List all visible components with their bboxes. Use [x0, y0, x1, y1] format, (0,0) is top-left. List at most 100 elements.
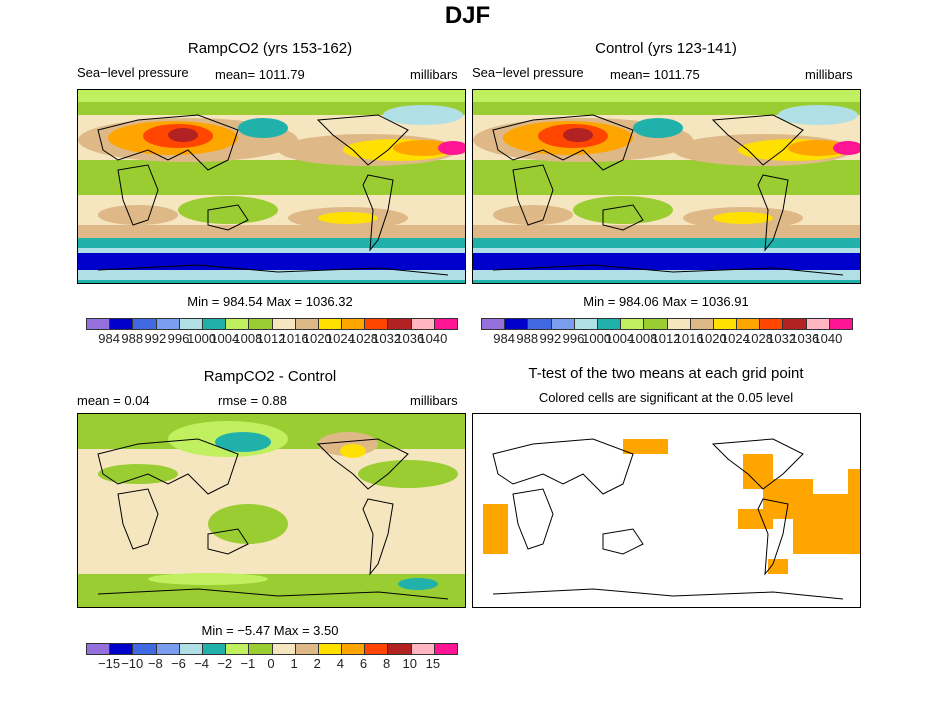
- colorbar-swatch: [806, 319, 830, 329]
- colorbar-tick-label: 0: [267, 656, 275, 671]
- colorbar-swatch: [249, 319, 273, 329]
- panel1-minmax: Min = 984.54 Max = 1036.32: [187, 294, 353, 309]
- coastline: [602, 528, 644, 555]
- colorbar-swatch: [272, 644, 296, 654]
- panel3-minmax: Min = −5.47 Max = 3.50: [201, 623, 339, 638]
- coastline: [207, 528, 249, 555]
- colorbar-swatch: [829, 319, 852, 329]
- colorbar-swatch: [667, 319, 691, 329]
- colorbar-tick-label: 996: [167, 331, 190, 346]
- colorbar-swatch: [505, 319, 529, 329]
- colorbar-tick-label: 1008: [628, 331, 658, 346]
- colorbar-swatch: [318, 319, 343, 329]
- colorbar-swatch: [110, 644, 134, 654]
- panel4-map: [472, 413, 861, 608]
- colorbar-tick-label: 2: [313, 656, 321, 671]
- panel2-title: Control (yrs 123-141): [595, 40, 737, 57]
- colorbar-swatch: [597, 319, 622, 329]
- colorbar-swatch: [226, 644, 250, 654]
- colorbar-tick-label: 10: [402, 656, 417, 671]
- colorbar-swatch: [411, 319, 435, 329]
- colorbar-tick-label: 988: [121, 331, 144, 346]
- panel3-map: [77, 413, 466, 608]
- colorbar-tick-label: −2: [217, 656, 233, 671]
- colorbar-tick-label: −4: [194, 656, 210, 671]
- colorbar-swatch: [737, 319, 761, 329]
- coastline: [757, 498, 789, 576]
- colorbar-swatch: [156, 644, 180, 654]
- colorbar-tick-label: 992: [539, 331, 562, 346]
- colorbar-swatch: [388, 644, 412, 654]
- panel2-minmax: Min = 984.06 Max = 1036.91: [583, 294, 749, 309]
- colorbar-swatch: [690, 319, 714, 329]
- colorbar-swatch: [713, 319, 738, 329]
- panel3-rmse: rmse = 0.88: [218, 393, 288, 408]
- coastline: [97, 264, 449, 276]
- coastline: [117, 164, 159, 226]
- colorbar-tick-label: −10: [121, 656, 144, 671]
- colorbar-tick-label: 1016: [279, 331, 309, 346]
- colorbar-tick-label: 1000: [187, 331, 217, 346]
- colorbar-tick-label: 1040: [418, 331, 448, 346]
- colorbar-tick-label: −1: [240, 656, 256, 671]
- panel2-variable: Sea−level pressure: [472, 65, 584, 80]
- colorbar-swatch: [434, 319, 457, 329]
- colorbar-swatch: [87, 319, 111, 329]
- coastline: [512, 164, 554, 226]
- colorbar-tick-label: 1040: [813, 331, 843, 346]
- colorbar-tick-label: 1036: [395, 331, 425, 346]
- colorbar-tick-label: 984: [493, 331, 515, 346]
- colorbar-tick-label: 996: [562, 331, 585, 346]
- coastline: [362, 498, 394, 576]
- colorbar-tick-label: 984: [98, 331, 120, 346]
- colorbar-swatch: [760, 319, 784, 329]
- figure-title: DJF: [444, 2, 491, 29]
- colorbar-tick-label: 1032: [372, 331, 402, 346]
- colorbar-tick-label: 1004: [210, 331, 240, 346]
- colorbar-tick-label: 1036: [790, 331, 820, 346]
- colorbar-swatch: [87, 644, 111, 654]
- panel2-map: [472, 89, 861, 284]
- colorbar-swatch: [110, 319, 134, 329]
- coastline: [492, 588, 844, 600]
- colorbar-swatch: [156, 319, 180, 329]
- colorbar-tick-label: 988: [516, 331, 539, 346]
- colorbar-tick-label: 6: [359, 656, 368, 671]
- colorbar-tick-label: −6: [171, 656, 186, 671]
- panel2-units: millibars: [805, 67, 853, 82]
- colorbar-swatch: [574, 319, 598, 329]
- panel3-colorbar: [86, 643, 458, 655]
- colorbar-tick-label: 1020: [697, 331, 727, 346]
- colorbar-swatch: [783, 319, 807, 329]
- panel4-subtitle: Colored cells are significant at the 0.0…: [538, 390, 794, 405]
- colorbar-tick-label: 1020: [302, 331, 332, 346]
- colorbar-tick-label: 992: [144, 331, 167, 346]
- colorbar-swatch: [318, 644, 343, 654]
- colorbar-swatch: [365, 319, 389, 329]
- panel1-colorbar: [86, 318, 458, 330]
- panel2-mean: mean= 1011.75: [610, 67, 700, 82]
- colorbar-swatch: [644, 319, 668, 329]
- colorbar-tick-label: 1016: [674, 331, 704, 346]
- coastline: [207, 204, 249, 231]
- coastline: [492, 264, 844, 276]
- panel3-units: millibars: [410, 393, 458, 408]
- coastline: [117, 488, 159, 550]
- panel1-title: RampCO2 (yrs 153-162): [187, 40, 353, 57]
- coastline: [362, 174, 394, 252]
- colorbar-tick-label: 1024: [720, 331, 750, 346]
- colorbar-tick-label: 8: [383, 656, 391, 671]
- panel1-units: millibars: [410, 67, 458, 82]
- colorbar-swatch: [133, 319, 157, 329]
- colorbar-tick-label: 1000: [582, 331, 612, 346]
- colorbar-swatch: [551, 319, 575, 329]
- panel1-map: [77, 89, 466, 284]
- coastline: [711, 114, 804, 166]
- colorbar-tick-label: −15: [98, 656, 121, 671]
- colorbar-swatch: [202, 319, 227, 329]
- colorbar-swatch: [272, 319, 296, 329]
- colorbar-swatch: [528, 319, 552, 329]
- colorbar-swatch: [482, 319, 506, 329]
- colorbar-tick-label: 1004: [605, 331, 635, 346]
- colorbar-swatch: [411, 644, 435, 654]
